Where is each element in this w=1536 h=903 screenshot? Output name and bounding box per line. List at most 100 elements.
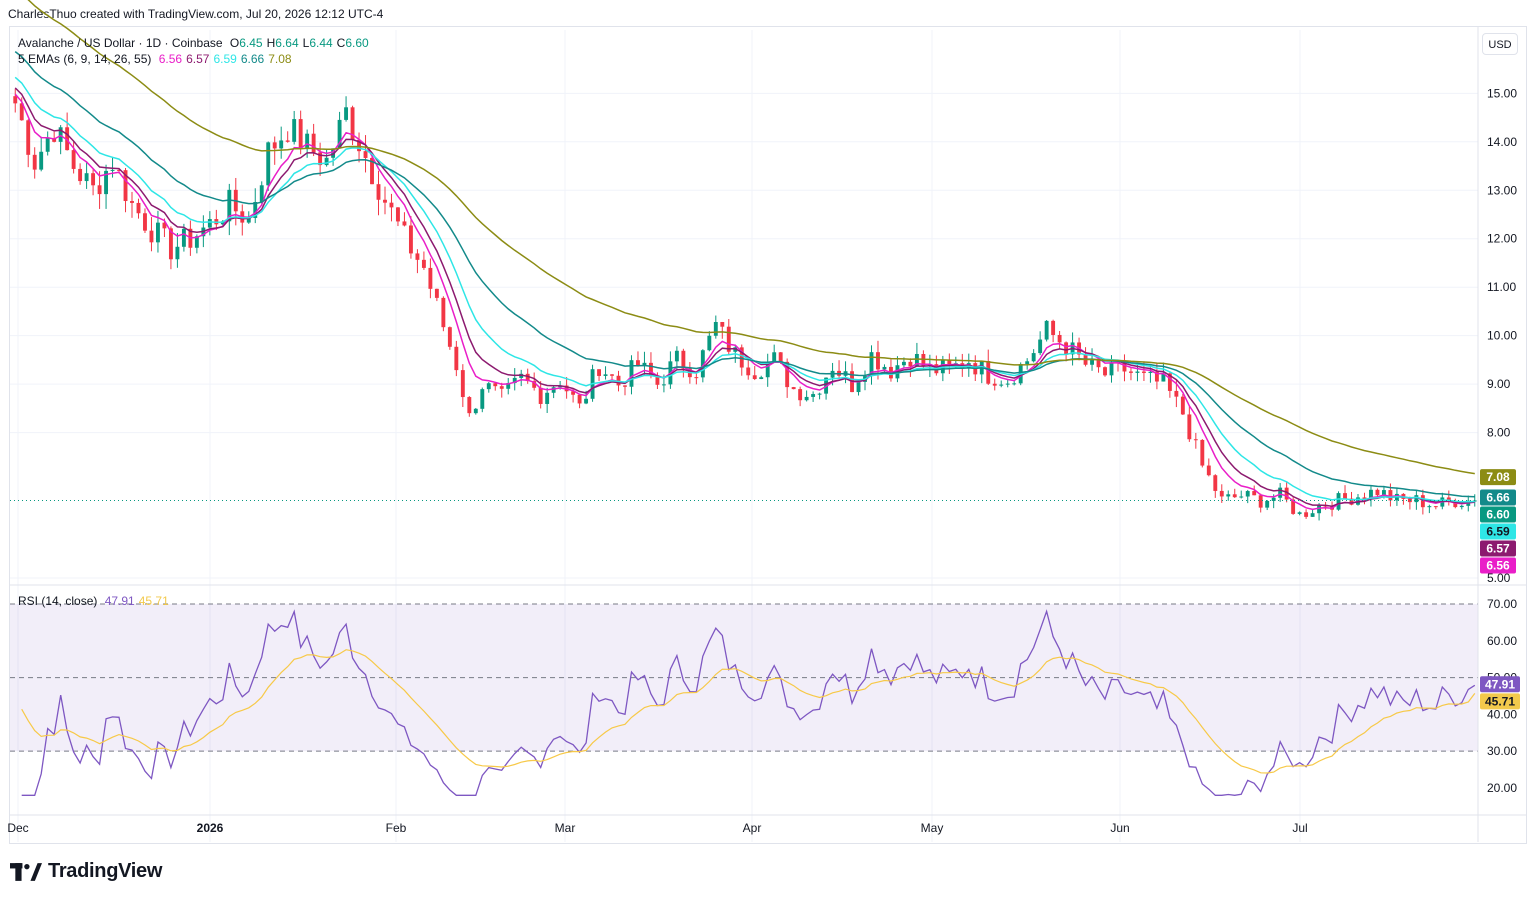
candle-body bbox=[869, 352, 874, 377]
candle-body bbox=[1297, 512, 1302, 514]
candle-body bbox=[415, 253, 420, 260]
candle-body bbox=[577, 394, 582, 404]
candle-body bbox=[246, 217, 251, 223]
candle-body bbox=[1064, 342, 1069, 355]
candle-body bbox=[1200, 439, 1205, 466]
candle-body bbox=[1180, 396, 1185, 415]
candle-body bbox=[629, 360, 634, 387]
gridlines bbox=[10, 30, 1478, 842]
candle-body bbox=[1349, 498, 1354, 505]
axes: 15.00 14.00 13.00 12.00 11.00 10.00 9.00 8.00 5.… bbox=[7, 27, 1526, 842]
candle-body bbox=[798, 389, 803, 401]
candle-body bbox=[986, 360, 991, 384]
candle-body bbox=[486, 383, 491, 390]
candle-body bbox=[992, 383, 997, 386]
candle-body bbox=[1381, 490, 1386, 496]
candle-body bbox=[78, 168, 83, 182]
candle-body bbox=[441, 297, 446, 328]
candle-body bbox=[162, 222, 167, 229]
price-tag-label: 6.56 bbox=[1486, 559, 1510, 573]
candle-body bbox=[1304, 512, 1309, 517]
candle-body bbox=[1265, 500, 1270, 508]
candle-body bbox=[1343, 493, 1347, 499]
ema-value-2: 6.59 bbox=[213, 52, 237, 66]
candle-body bbox=[123, 170, 128, 202]
price-tag-6.57 bbox=[1480, 540, 1516, 557]
candle-body bbox=[1038, 339, 1043, 354]
rsi-label: RSI (14, close) bbox=[18, 594, 98, 608]
candle-body bbox=[1154, 371, 1159, 382]
candle-body bbox=[1453, 500, 1458, 508]
candle-body bbox=[428, 267, 433, 289]
candle-body bbox=[279, 140, 284, 149]
candle-body bbox=[97, 185, 102, 195]
tradingview-logo: TradingView bbox=[10, 860, 162, 883]
candle-body bbox=[1141, 371, 1146, 373]
candle-body bbox=[694, 377, 699, 379]
price-tags: 7.08 6.66 6.60 6.59 6.57 6.56 47.91 45.71 bbox=[1480, 469, 1520, 710]
candle-body bbox=[447, 327, 452, 347]
candle-body bbox=[357, 139, 361, 152]
candle-body bbox=[700, 350, 705, 378]
candle-body bbox=[454, 346, 459, 371]
time-tick-label: Jun bbox=[1110, 821, 1129, 835]
candle-body bbox=[1284, 487, 1289, 500]
candle-body bbox=[1213, 475, 1218, 491]
candle-body bbox=[759, 377, 764, 380]
candle-body bbox=[519, 373, 524, 378]
chart-attribution: CharlesThuo created with TradingView.com… bbox=[8, 7, 384, 21]
candle-body bbox=[506, 383, 511, 389]
candle-body bbox=[19, 103, 24, 121]
candle-body bbox=[1239, 496, 1244, 498]
candle-body bbox=[298, 119, 303, 150]
candle-body bbox=[1433, 506, 1438, 508]
ema-lines bbox=[14, 0, 1475, 511]
candle-body bbox=[259, 185, 264, 203]
candle-body bbox=[389, 202, 394, 208]
candle-body bbox=[331, 148, 336, 158]
candle-body bbox=[1388, 490, 1393, 501]
candle-body bbox=[603, 374, 608, 376]
price-tick-label: 10.00 bbox=[1487, 329, 1517, 343]
ema-value-0: 6.56 bbox=[158, 52, 183, 66]
rsi-tag bbox=[1480, 676, 1520, 693]
candle-body bbox=[1051, 320, 1056, 335]
candle-body bbox=[467, 397, 472, 414]
rsi-tick-label: 30.00 bbox=[1487, 744, 1517, 758]
candle-body bbox=[71, 150, 76, 169]
candle-body bbox=[130, 201, 134, 203]
candle-body bbox=[1025, 361, 1030, 365]
candle-body bbox=[661, 384, 666, 386]
rsi-tick-label: 20.00 bbox=[1487, 781, 1517, 795]
currency-button[interactable]: USD bbox=[1482, 33, 1518, 55]
candle-body bbox=[551, 387, 556, 393]
candle-body bbox=[901, 361, 906, 366]
rsi-values: 47.91 45.71 bbox=[101, 594, 169, 608]
candle-body bbox=[1420, 495, 1425, 508]
candle-body bbox=[253, 202, 258, 218]
time-tick-label: Mar bbox=[555, 821, 576, 835]
time-tick-label: 2026 bbox=[197, 821, 224, 835]
price-tick-label: 12.00 bbox=[1487, 232, 1517, 246]
candle-body bbox=[45, 138, 50, 152]
tradingview-logo-icon bbox=[10, 862, 42, 881]
candle-body bbox=[1012, 383, 1017, 385]
candle-body bbox=[292, 119, 297, 142]
candle-body bbox=[1245, 491, 1250, 497]
price-tag-6.59 bbox=[1480, 523, 1516, 540]
rsi-lines bbox=[21, 609, 1476, 796]
candle-body bbox=[856, 381, 861, 393]
candle-body bbox=[1193, 439, 1198, 441]
rsi-tick-label: 60.00 bbox=[1487, 634, 1517, 648]
candle-body bbox=[811, 394, 816, 397]
candle-body bbox=[999, 384, 1004, 386]
candle-body bbox=[655, 375, 660, 385]
ema-label: 5 EMAs (6, 9, 14, 26, 55) bbox=[18, 52, 152, 66]
candle-body bbox=[623, 385, 627, 387]
price-tag-label: 6.66 bbox=[1486, 491, 1510, 505]
price-tick-label: 5.00 bbox=[1487, 571, 1511, 585]
price-tick-label: 8.00 bbox=[1487, 426, 1511, 440]
ema-value-3: 6.66 bbox=[240, 52, 265, 66]
candle-body bbox=[499, 386, 504, 389]
